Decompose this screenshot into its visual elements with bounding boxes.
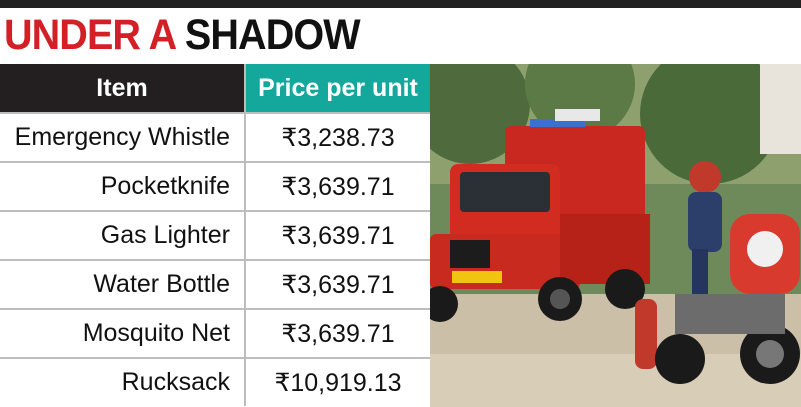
item-name: Water Bottle (0, 259, 246, 309)
table-row: Rucksack ₹10,919.13 (0, 357, 430, 406)
price-table: Item Price per unit Emergency Whistle ₹3… (0, 64, 430, 406)
item-price: ₹3,639.71 (245, 161, 430, 211)
item-price: ₹3,639.71 (245, 259, 430, 309)
table-row: Pocketknife ₹3,639.71 (0, 161, 430, 211)
fire-vehicle-photo (430, 64, 801, 407)
motorcycle-rider-icon (635, 161, 800, 384)
photo-illustration (430, 64, 801, 407)
fire-jeep-icon (430, 109, 650, 322)
column-header-item: Item (0, 64, 246, 113)
item-name: Rucksack (0, 357, 246, 406)
item-name: Gas Lighter (0, 210, 246, 260)
headline-part-black: SHADOW (184, 11, 361, 59)
table-row: Mosquito Net ₹3,639.71 (0, 308, 430, 358)
item-price: ₹3,639.71 (245, 308, 430, 358)
item-price: ₹3,238.73 (245, 112, 430, 162)
item-price: ₹3,639.71 (245, 210, 430, 260)
column-header-price: Price per unit (245, 64, 430, 113)
table-row: Emergency Whistle ₹3,238.73 (0, 112, 430, 162)
headline: UNDER A SHADOW (4, 10, 361, 60)
table-row: Water Bottle ₹3,639.71 (0, 259, 430, 309)
item-price: ₹10,919.13 (245, 357, 430, 406)
headline-part-red: UNDER A (4, 11, 176, 59)
top-rule (0, 0, 801, 8)
table-row: Gas Lighter ₹3,639.71 (0, 210, 430, 260)
item-name: Pocketknife (0, 161, 246, 211)
table-header-row: Item Price per unit (0, 64, 430, 113)
item-name: Emergency Whistle (0, 112, 246, 162)
item-name: Mosquito Net (0, 308, 246, 358)
